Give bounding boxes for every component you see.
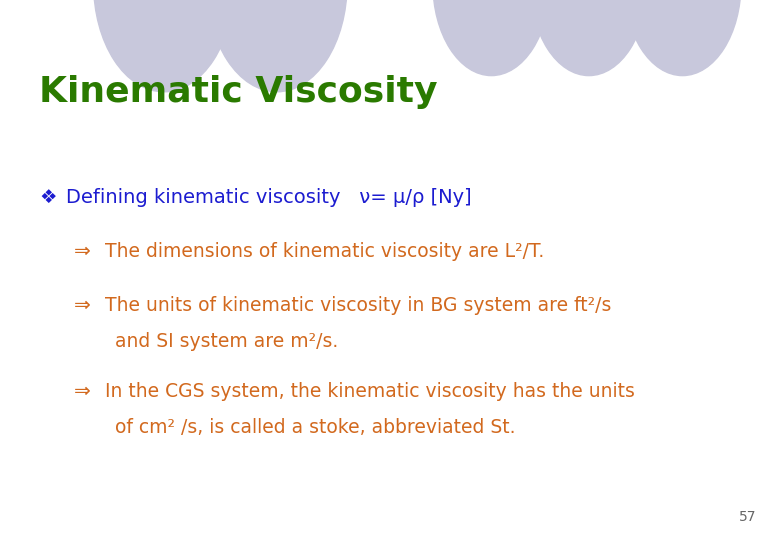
Text: ⇒: ⇒ bbox=[74, 382, 91, 401]
Text: ❖: ❖ bbox=[39, 187, 56, 207]
Text: The dimensions of kinematic viscosity are L²/T.: The dimensions of kinematic viscosity ar… bbox=[105, 241, 544, 261]
Text: Kinematic Viscosity: Kinematic Viscosity bbox=[39, 75, 438, 109]
Text: Defining kinematic viscosity   ν= μ/ρ [Ny]: Defining kinematic viscosity ν= μ/ρ [Ny] bbox=[66, 187, 472, 207]
Text: ⇒: ⇒ bbox=[74, 241, 91, 261]
Ellipse shape bbox=[530, 0, 647, 76]
Text: 57: 57 bbox=[739, 510, 757, 524]
Text: of cm² /s, is called a stoke, abbreviated St.: of cm² /s, is called a stoke, abbreviate… bbox=[115, 418, 516, 437]
Text: In the CGS system, the kinematic viscosity has the units: In the CGS system, the kinematic viscosi… bbox=[105, 382, 635, 401]
Ellipse shape bbox=[433, 0, 550, 76]
Ellipse shape bbox=[624, 0, 741, 76]
Ellipse shape bbox=[207, 0, 347, 92]
Text: The units of kinematic viscosity in BG system are ft²/s: The units of kinematic viscosity in BG s… bbox=[105, 295, 612, 315]
Text: ⇒: ⇒ bbox=[74, 295, 91, 315]
Ellipse shape bbox=[94, 0, 234, 92]
Text: and SI system are m²/s.: and SI system are m²/s. bbox=[115, 332, 339, 351]
